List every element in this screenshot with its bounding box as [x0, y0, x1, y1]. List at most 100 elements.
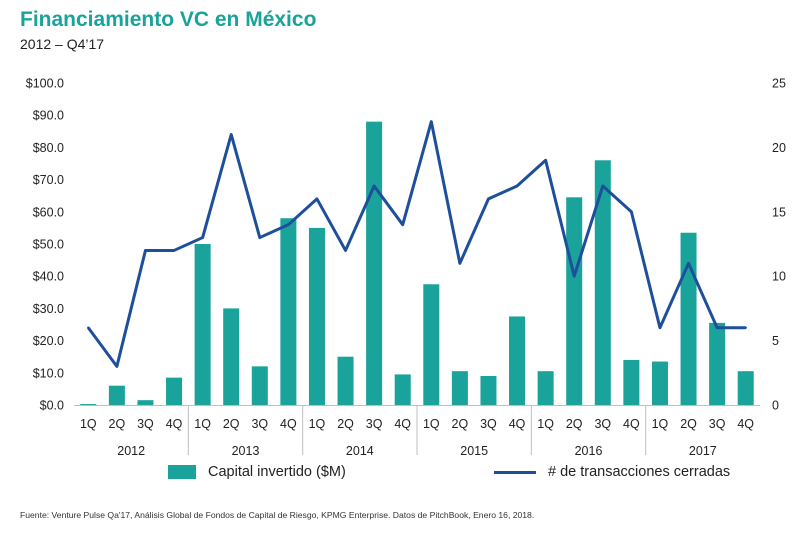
bar	[651, 361, 668, 405]
x-axis-quarter-label: 3Q	[709, 417, 726, 431]
x-axis-quarter-label: 2Q	[680, 417, 697, 431]
x-axis-quarter-label: 1Q	[423, 417, 440, 431]
line-point	[715, 326, 719, 329]
left-axis-tick-label: $0.0	[40, 399, 64, 413]
bar	[566, 197, 583, 405]
line-point	[201, 236, 204, 239]
bar-series	[80, 121, 754, 405]
bar	[337, 356, 354, 405]
x-axis-quarter-label: 2Q	[566, 417, 583, 431]
bar	[737, 371, 754, 405]
x-axis-quarter-label: 3Q	[480, 417, 497, 431]
legend-item-transacciones: # de transacciones cerradas	[494, 464, 730, 480]
x-axis-quarter-label: 1Q	[194, 417, 211, 431]
line-point	[287, 223, 290, 226]
legend-item-capital: Capital invertido ($M)	[168, 464, 346, 480]
line-point	[172, 249, 176, 252]
bar	[251, 366, 268, 405]
left-axis-tick-label: $70.0	[33, 173, 64, 187]
legend-bar-swatch	[168, 465, 196, 479]
line-point	[515, 184, 519, 188]
line-point	[601, 184, 604, 188]
left-axis-tick-label: $50.0	[33, 238, 64, 252]
bar	[709, 322, 726, 405]
bar	[451, 371, 468, 405]
line-point	[115, 365, 119, 368]
x-axis: 1Q 2Q 3Q 4Q 1Q 2Q 3Q 4Q 1Q 2Q 3Q 4Q 1Q 2Q 3Q 4Q 1Q 2Q 3Q 4Q…	[74, 405, 760, 458]
x-axis-quarter-label: 3Q	[137, 417, 154, 431]
x-axis-year-label: 2012	[117, 444, 145, 458]
line-series	[87, 120, 747, 368]
line-point	[344, 249, 347, 252]
left-axis-tick-label: $90.0	[33, 109, 64, 123]
x-axis-quarter-label: 4Q	[394, 417, 411, 431]
right-axis-tick-label: 15	[772, 205, 786, 219]
left-axis-tick-label: $20.0	[33, 334, 64, 348]
bar	[509, 316, 526, 405]
source-note: Fuente: Venture Pulse Qa'17, Análisis Gl…	[20, 510, 535, 520]
bar	[394, 374, 411, 405]
x-axis-quarter-label: 4Q	[280, 417, 297, 431]
bar	[366, 121, 383, 405]
chart-title: Financiamiento VC en México	[20, 8, 317, 31]
right-axis-tick-label: 5	[772, 334, 779, 348]
legend-label-transacciones: # de transacciones cerradas	[548, 464, 731, 480]
bar	[308, 227, 325, 405]
line-point	[687, 262, 690, 265]
x-axis-quarter-label: 3Q	[594, 417, 611, 431]
line-point	[315, 197, 319, 201]
x-axis-quarter-label: 2Q	[337, 417, 354, 431]
bar	[80, 404, 97, 405]
x-axis-year-label: 2015	[460, 444, 488, 458]
right-axis: 0 5 10 15 20 25	[772, 77, 786, 413]
x-axis-quarter-label: 4Q	[623, 417, 640, 431]
bar	[423, 284, 440, 405]
chart-subtitle: 2012 – Q4’17	[20, 36, 105, 52]
x-axis-quarter-label: 4Q	[737, 417, 754, 431]
transactions-line	[87, 120, 746, 368]
x-axis-year-label: 2016	[575, 444, 603, 458]
right-axis-tick-label: 25	[772, 77, 786, 91]
x-axis-year-label: 2014	[346, 444, 374, 458]
left-axis-tick-label: $80.0	[33, 141, 64, 155]
line-point	[144, 249, 147, 252]
line-point	[744, 326, 747, 329]
right-axis-tick-label: 10	[772, 270, 786, 284]
left-axis-tick-label: $60.0	[33, 205, 64, 219]
x-axis-quarter-label: 3Q	[366, 417, 383, 431]
x-axis-quarter-label: 3Q	[251, 417, 268, 431]
bar	[623, 359, 640, 405]
line-point	[230, 133, 233, 136]
line-point	[401, 223, 404, 226]
bar	[680, 232, 697, 405]
bar	[194, 244, 211, 405]
line-point	[87, 326, 90, 329]
right-axis-tick-label: 0	[772, 399, 779, 413]
bar	[537, 371, 554, 405]
bar	[166, 377, 183, 405]
x-axis-quarter-label: 2Q	[223, 417, 240, 431]
x-axis-quarter-label: 1Q	[652, 417, 669, 431]
line-point	[573, 275, 576, 278]
x-axis-quarter-label: 1Q	[537, 417, 554, 431]
left-axis-tick-label: $10.0	[33, 366, 64, 380]
x-axis-quarter-label: 4Q	[166, 417, 183, 431]
x-axis-quarter-label: 1Q	[80, 417, 97, 431]
line-point	[630, 210, 633, 213]
line-point	[372, 184, 376, 188]
x-axis-quarter-label: 1Q	[309, 417, 326, 431]
bar	[280, 218, 297, 405]
line-point	[658, 326, 662, 329]
x-axis-year-label: 2017	[689, 444, 717, 458]
line-point	[258, 236, 261, 239]
legend-label-capital: Capital invertido ($M)	[208, 464, 346, 480]
bar	[223, 308, 240, 405]
legend-line-swatch	[494, 470, 536, 474]
bar	[594, 160, 611, 405]
x-axis-year-label: 2013	[232, 444, 260, 458]
right-axis-tick-label: 20	[772, 141, 786, 155]
left-axis-tick-label: $40.0	[33, 270, 64, 284]
left-axis-tick-label: $100.0	[26, 77, 64, 91]
line-point	[458, 262, 462, 265]
